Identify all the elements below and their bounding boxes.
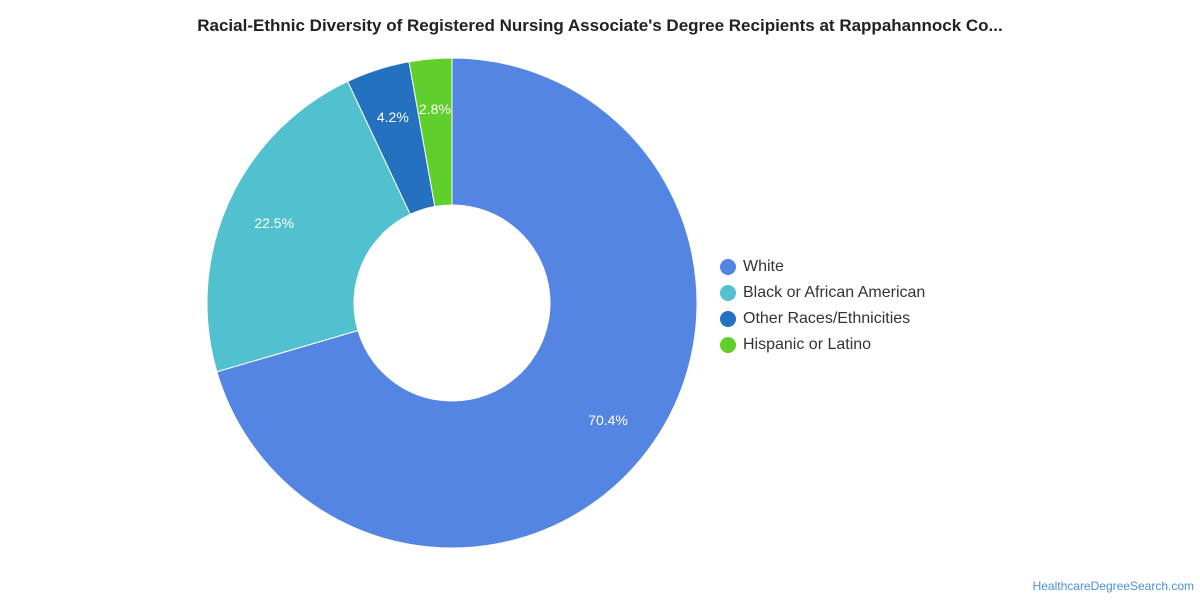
legend-swatch-icon (720, 337, 736, 353)
legend-swatch-icon (720, 285, 736, 301)
chart-title: Racial-Ethnic Diversity of Registered Nu… (197, 16, 1003, 35)
slice-label: 70.4% (588, 412, 628, 428)
source-credit[interactable]: HealthcareDegreeSearch.com (1032, 579, 1194, 593)
slice-white[interactable] (216, 57, 698, 549)
legend-item[interactable]: Hispanic or Latino (720, 332, 925, 358)
legend-swatch-icon (720, 311, 736, 327)
legend-item[interactable]: White (720, 254, 925, 280)
slice-hispanic-or-latino[interactable] (408, 57, 453, 208)
legend-label: Black or African American (743, 284, 926, 301)
legend-item[interactable]: Other Races/Ethnicities (720, 306, 925, 332)
legend-label: White (743, 258, 784, 275)
legend-label: Hispanic or Latino (743, 336, 872, 353)
slice-label: 2.8% (419, 101, 451, 117)
legend: White Black or African American Other Race… (720, 254, 925, 358)
legend-swatch-icon (720, 259, 736, 275)
legend-item[interactable]: Black or African American (720, 280, 925, 306)
slice-black-or-african-american[interactable] (206, 80, 411, 373)
slice-label: 4.2% (377, 109, 409, 125)
legend-label: Other Races/Ethnicities (743, 310, 911, 327)
slice-label: 22.5% (254, 215, 294, 231)
